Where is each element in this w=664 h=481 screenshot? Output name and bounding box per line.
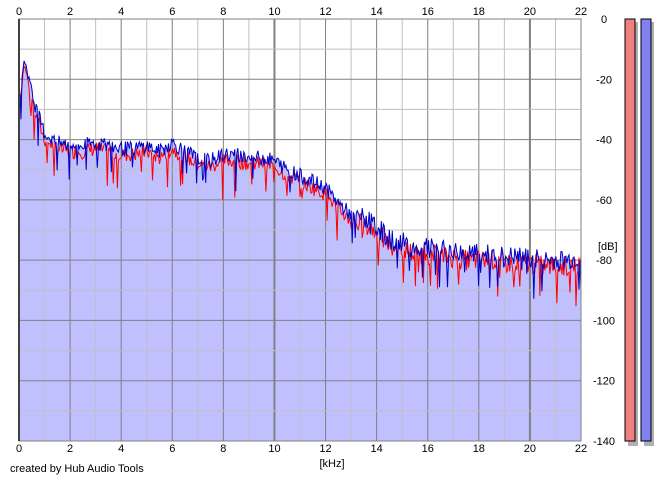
x-tick-label-top: 4 bbox=[118, 6, 124, 18]
x-tick-label-top: 6 bbox=[169, 6, 175, 18]
y-tick-label: 0 bbox=[601, 14, 607, 26]
y-tick-label: -140 bbox=[593, 436, 615, 448]
plot-frame bbox=[18, 18, 582, 442]
x-tick-label-bottom: 2 bbox=[67, 443, 73, 455]
x-tick-label-top: 22 bbox=[575, 6, 587, 18]
y-axis-label: [dB] bbox=[598, 241, 618, 253]
y-tick-label: -60 bbox=[596, 195, 612, 207]
x-tick-label-bottom: 0 bbox=[16, 443, 22, 455]
x-tick-label-top: 14 bbox=[371, 6, 383, 18]
x-tick-label-bottom: 16 bbox=[422, 443, 434, 455]
y-tick-label: -100 bbox=[593, 315, 615, 327]
x-tick-label-bottom: 20 bbox=[524, 443, 536, 455]
grid bbox=[18, 18, 582, 442]
series-line-right bbox=[18, 60, 582, 299]
credit-text: created by Hub Audio Tools bbox=[10, 463, 144, 475]
series-line-left bbox=[18, 65, 582, 307]
x-tick-label-bottom: 10 bbox=[268, 443, 280, 455]
x-tick-label-bottom: 22 bbox=[575, 443, 587, 455]
x-tick-label-bottom: 14 bbox=[371, 443, 383, 455]
x-tick-label-top: 0 bbox=[16, 6, 22, 18]
x-tick-label-top: 20 bbox=[524, 6, 536, 18]
x-tick-label-bottom: 6 bbox=[169, 443, 175, 455]
x-tick-labels-bottom: 0 2 4 6 8 10 12 14 16 18 20 22 bbox=[16, 443, 587, 455]
y-tick-labels: 0 -20 -40 -60 -80 -100 -120 -140 bbox=[593, 14, 615, 448]
x-tick-label-bottom: 4 bbox=[118, 443, 124, 455]
x-tick-label-top: 2 bbox=[67, 6, 73, 18]
y-tick-label: -120 bbox=[593, 376, 615, 388]
x-tick-label-bottom: 18 bbox=[473, 443, 485, 455]
x-tick-label-top: 12 bbox=[319, 6, 331, 18]
level-meter-left bbox=[624, 18, 636, 442]
x-tick-label-top: 18 bbox=[473, 6, 485, 18]
x-tick-label-bottom: 8 bbox=[220, 443, 226, 455]
series-lines bbox=[18, 60, 582, 307]
x-tick-label-top: 10 bbox=[268, 6, 280, 18]
x-tick-label-top: 16 bbox=[422, 6, 434, 18]
y-tick-label: -40 bbox=[596, 135, 612, 147]
level-meter-right bbox=[640, 18, 652, 442]
x-tick-label-bottom: 12 bbox=[319, 443, 331, 455]
x-tick-label-top: 8 bbox=[220, 6, 226, 18]
x-axis-label: [kHz] bbox=[319, 458, 344, 470]
y-tick-label: -20 bbox=[596, 74, 612, 86]
level-meters bbox=[624, 18, 654, 446]
y-tick-label: -80 bbox=[596, 255, 612, 267]
x-tick-labels-top: 0 2 4 6 8 10 12 14 16 18 20 22 bbox=[16, 6, 587, 18]
